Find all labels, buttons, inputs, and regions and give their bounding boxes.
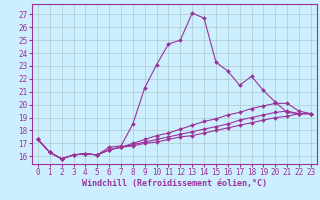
X-axis label: Windchill (Refroidissement éolien,°C): Windchill (Refroidissement éolien,°C) bbox=[82, 179, 267, 188]
